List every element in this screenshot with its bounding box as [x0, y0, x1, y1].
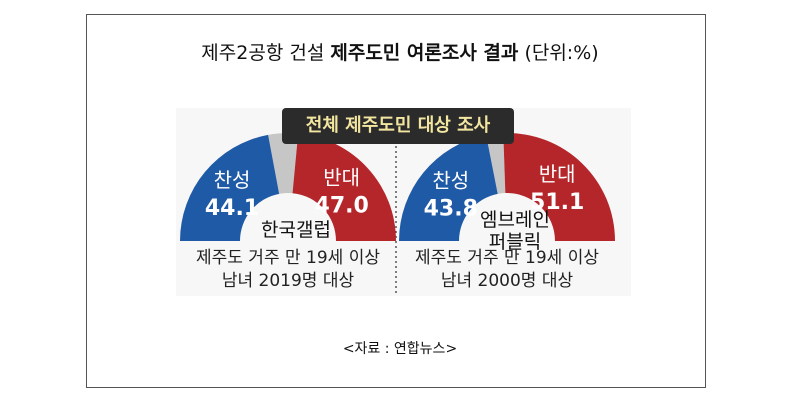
pollster-name: 엠브레인: [480, 209, 550, 231]
gauge-support-segment: [180, 134, 280, 241]
support-value: 44.1: [205, 196, 259, 221]
oppose-value: 51.1: [530, 190, 584, 215]
gauge-oppose-segment: [292, 133, 396, 241]
title-main: 제주도민 여론조사 결과: [330, 42, 519, 64]
chart-title: 제주2공항 건설 제주도민 여론조사 결과 (단위:%): [0, 38, 800, 65]
sample-note: 제주도 거주 만 19세 이상: [415, 248, 599, 268]
survey-banner: 전체 제주도민 대상 조사: [282, 108, 514, 144]
oppose-label: 반대: [539, 162, 576, 186]
support-label: 찬성: [214, 168, 251, 192]
pollster-name: 퍼블릭: [489, 231, 541, 253]
source-note: <자료 : 연합뉴스>: [342, 341, 458, 357]
oppose-label: 반대: [323, 166, 360, 190]
title-unit: (단위:%): [524, 42, 599, 64]
title-prefix: 제주2공항 건설: [201, 42, 331, 64]
gauge-gap-segment: [268, 133, 299, 194]
support-label: 찬성: [432, 168, 469, 192]
oppose-value: 47.0: [315, 194, 369, 219]
gauge-oppose-segment: [503, 133, 615, 241]
support-value: 43.8: [424, 196, 478, 221]
sample-note: 남녀 2000명 대상: [441, 271, 574, 291]
sample-note: 남녀 2019명 대상: [222, 271, 355, 291]
sample-note: 제주도 거주 만 19세 이상: [196, 248, 380, 268]
pollster-name: 한국갤럽: [261, 219, 331, 241]
gauge-gap-segment: [486, 133, 506, 194]
gauge-support-segment: [399, 135, 498, 241]
